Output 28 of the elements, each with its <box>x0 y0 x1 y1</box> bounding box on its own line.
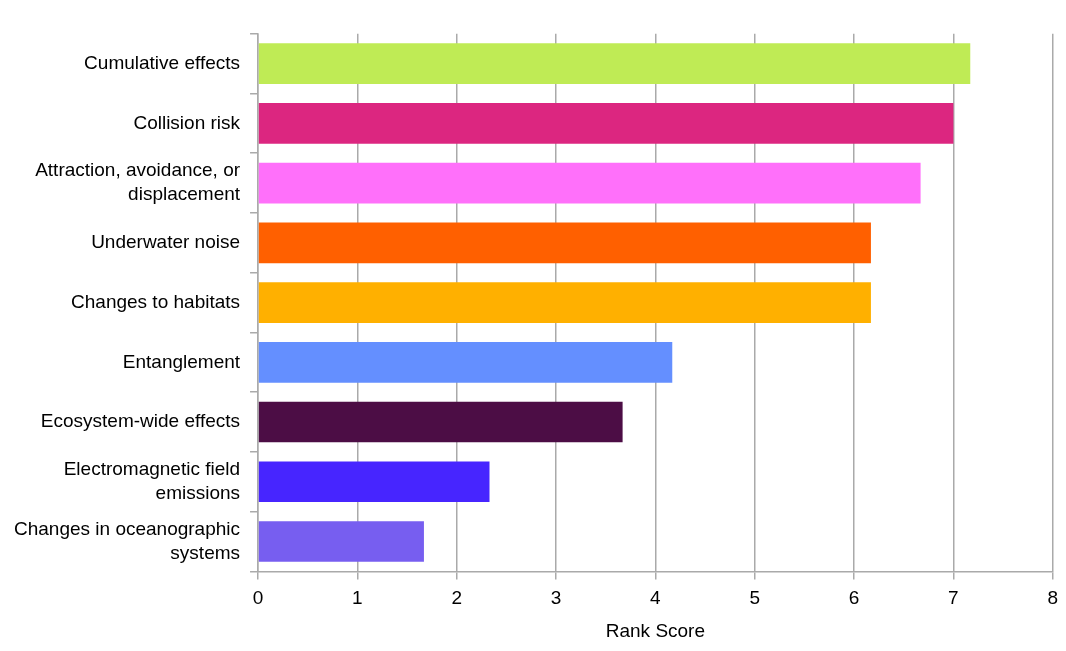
x-tick-label: 2 <box>451 587 463 609</box>
bar <box>258 342 673 383</box>
bar <box>258 401 623 443</box>
y-tick-label: Changes in oceanographic systems <box>13 517 241 563</box>
x-tick-label: 1 <box>352 587 363 609</box>
x-axis-title: Rank Score <box>605 619 706 641</box>
bar <box>258 43 971 84</box>
bar <box>258 461 490 503</box>
y-tick-label: Entanglement <box>122 350 241 372</box>
y-tick-label: Collision risk <box>133 111 241 133</box>
x-tick-label: 8 <box>1047 587 1059 609</box>
x-tick-label: 7 <box>948 587 959 609</box>
x-tick-label: 0 <box>252 587 264 609</box>
y-tick-label: Underwater noise <box>91 231 241 253</box>
bar <box>258 162 921 204</box>
bar <box>258 521 424 562</box>
bar <box>258 222 871 264</box>
bar <box>258 103 954 144</box>
y-tick-label: Ecosystem-wide effects <box>40 410 241 432</box>
y-tick-label: Attraction, avoidance, or displacement <box>35 159 241 205</box>
x-tick-label: 6 <box>848 587 860 609</box>
y-tick-label: Electromagnetic field emissions <box>63 458 241 503</box>
x-tick-label: 5 <box>749 587 761 609</box>
bar <box>258 282 871 323</box>
x-tick-label: 3 <box>550 587 562 609</box>
y-tick-label: Cumulative effects <box>84 51 241 73</box>
y-tick-label: Changes to habitats <box>71 290 241 312</box>
x-tick-label: 4 <box>650 587 662 609</box>
